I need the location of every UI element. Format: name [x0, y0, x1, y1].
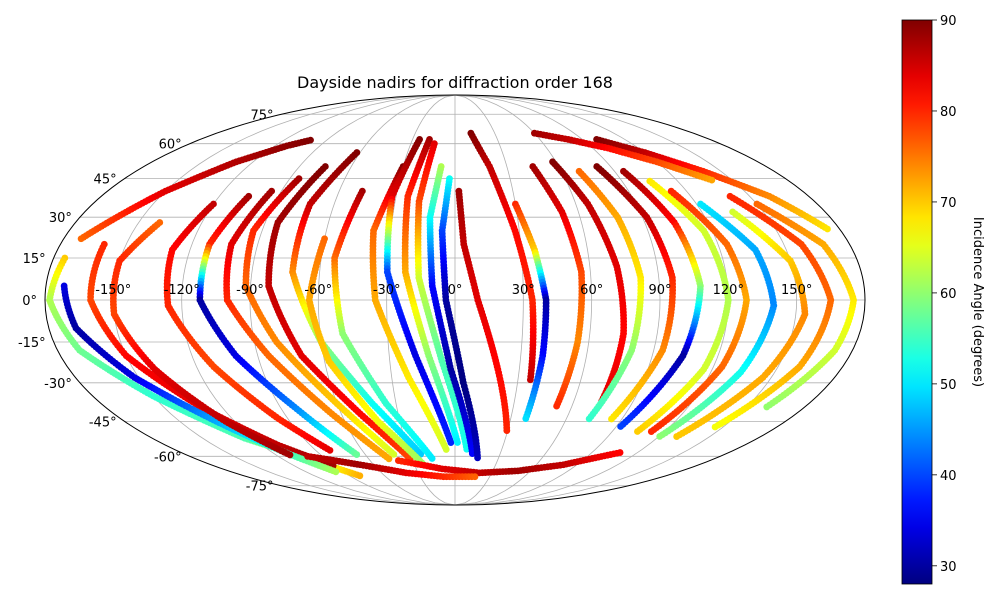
longitude-tick-label: -120° [164, 283, 200, 298]
nadir-point [286, 451, 294, 459]
nadir-point [454, 439, 461, 446]
chart-title: Dayside nadirs for diffraction order 168 [297, 73, 613, 92]
nadir-point [617, 423, 624, 430]
nadir-point [522, 415, 530, 422]
latitude-tick-label: -15° [18, 336, 46, 351]
nadir-point [708, 176, 716, 184]
nadir-point [332, 468, 340, 476]
longitude-gridline [454, 94, 798, 506]
nadir-point [656, 433, 664, 440]
colorbar: 30 40 50 60 70 80 90 Incidence Angle (degrees) [901, 14, 985, 585]
nadir-point [307, 136, 314, 144]
longitude-tick-label: 120° [713, 283, 744, 298]
nadir-point [326, 446, 334, 454]
colorbar-tick-label: 70 [940, 196, 957, 211]
nadir-point [474, 454, 481, 462]
nadir-point [356, 472, 364, 480]
longitude-tick-label: -60° [304, 283, 332, 298]
longitude-tick-label: -30° [373, 283, 401, 298]
latitude-tick-label: -60° [154, 450, 182, 465]
colorbar-label: Incidence Angle (degrees) [970, 217, 985, 387]
longitude-tick-label: 30° [512, 283, 535, 298]
longitude-gridline [181, 94, 456, 506]
latitude-tick-label: 60° [159, 138, 182, 153]
nadir-point [711, 423, 719, 431]
nadir-point [442, 446, 450, 453]
latitude-tick-label: -75° [246, 480, 274, 495]
longitude-tick-label: 60° [580, 283, 603, 298]
nadir-point [385, 455, 393, 463]
latitude-tick-label: 75° [250, 108, 273, 123]
latitude-tick-label: -45° [89, 415, 117, 430]
longitude-tick-label: 0° [448, 283, 463, 298]
latitude-tick-label: -30° [44, 377, 72, 392]
colorbar-tick-label: 90 [940, 14, 957, 29]
data-points [46, 129, 858, 481]
colorbar-tick-label: 50 [940, 378, 957, 393]
colorbar-tick-label: 60 [940, 287, 957, 302]
colorbar-tick-label: 80 [940, 105, 957, 120]
nadir-point [447, 439, 455, 446]
nadir-point [585, 415, 593, 423]
nadir-point [824, 225, 831, 233]
nadir-point [647, 428, 655, 435]
longitude-gridline [454, 94, 593, 506]
nadir-point [634, 428, 641, 435]
longitude-tick-label: 90° [648, 283, 671, 298]
nadir-point [428, 455, 436, 462]
nadir-point [616, 449, 624, 456]
latitude-tick-label: 30° [49, 211, 72, 226]
nadir-point [526, 376, 534, 384]
nadir-point [608, 415, 615, 423]
colorbar-ticks: 30 40 50 60 70 80 90 [932, 14, 957, 575]
nadir-point [673, 433, 681, 440]
colorbar-tick-label: 30 [940, 560, 957, 575]
longitude-gridline [317, 94, 456, 506]
nadir-point [390, 450, 398, 458]
nadir-point [553, 402, 561, 410]
longitude-tick-label: 150° [781, 283, 812, 298]
latitude-tick-label: 0° [22, 294, 37, 309]
longitude-tick-label: -150° [95, 283, 131, 298]
latitude-tick-label: 45° [94, 173, 117, 188]
longitude-gridline [454, 94, 524, 506]
nadir-point [353, 451, 361, 458]
colorbar-gradient [901, 19, 933, 585]
latitude-tick-label: 15° [23, 252, 46, 267]
longitude-tick-label: -90° [236, 283, 264, 298]
nadir-point [471, 473, 479, 481]
nadir-point [503, 427, 511, 435]
nadir-point [763, 403, 771, 411]
colorbar-tick-label: 40 [940, 469, 957, 484]
